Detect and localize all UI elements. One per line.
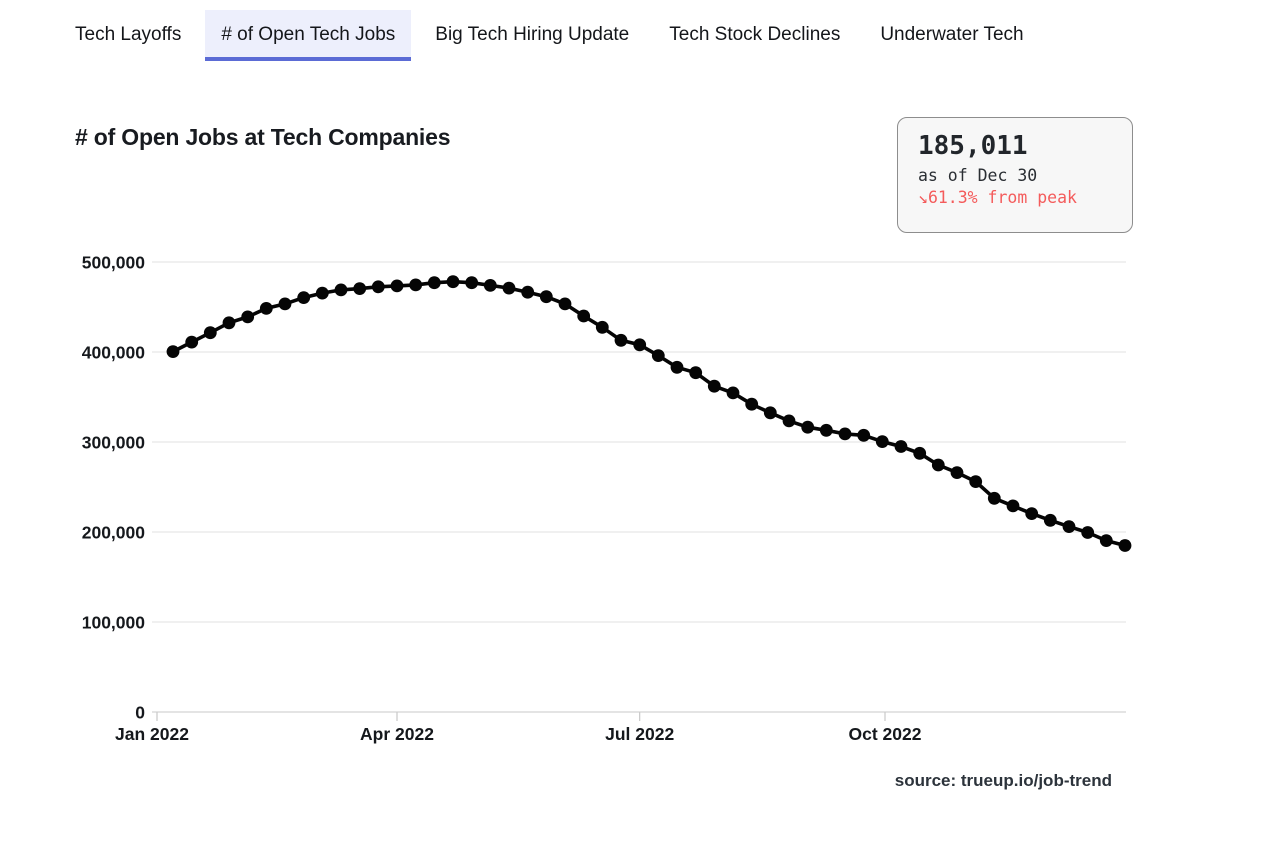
data-point[interactable]: [1081, 526, 1095, 539]
current-value-card: 185,011 as of Dec 30 ↘61.3% from peak: [897, 117, 1133, 233]
source-credit: source: trueup.io/job-trend: [894, 771, 1112, 790]
tab-tech-layoffs[interactable]: Tech Layoffs: [75, 24, 182, 45]
data-point[interactable]: [894, 440, 908, 453]
data-point[interactable]: [670, 360, 684, 374]
data-point[interactable]: [185, 335, 199, 349]
x-tick-label: Oct 2022: [849, 724, 922, 744]
tab-bar: Tech Layoffs # of Open Tech Jobs Big Tec…: [59, 10, 1048, 61]
data-point[interactable]: [558, 297, 572, 311]
data-point[interactable]: [502, 281, 516, 295]
data-point[interactable]: [1118, 539, 1132, 552]
data-point[interactable]: [371, 280, 385, 294]
data-point[interactable]: [278, 297, 292, 311]
x-tick-label: Jan 2022: [115, 724, 189, 744]
down-right-arrow-icon: ↘: [918, 187, 928, 207]
data-point[interactable]: [577, 309, 591, 323]
jobs-trend-chart[interactable]: 0 100,000 200,000 300,000 400,000 500,000 Jan …: [0, 240, 1280, 810]
data-point[interactable]: [931, 458, 945, 472]
data-point[interactable]: [483, 279, 497, 292]
data-point[interactable]: [857, 428, 871, 442]
data-point[interactable]: [595, 320, 609, 334]
data-point[interactable]: [521, 285, 535, 299]
x-tick-label: Apr 2022: [360, 724, 434, 744]
data-point[interactable]: [409, 278, 423, 292]
change-from-peak: ↘61.3% from peak: [918, 188, 1116, 207]
data-point[interactable]: [745, 397, 759, 411]
data-point[interactable]: [1043, 513, 1057, 527]
data-point[interactable]: [427, 276, 441, 290]
data-point[interactable]: [1025, 507, 1039, 520]
tab-underwater-tech[interactable]: Underwater Tech: [880, 24, 1024, 45]
current-value: 185,011: [918, 131, 1028, 161]
data-point[interactable]: [726, 386, 740, 400]
data-point[interactable]: [651, 349, 665, 362]
y-tick-label: 300,000: [82, 433, 146, 453]
y-tick-label: 500,000: [82, 253, 146, 273]
data-point[interactable]: [969, 475, 983, 488]
data-point[interactable]: [1062, 520, 1076, 533]
data-point[interactable]: [297, 291, 311, 304]
x-tick-label: Jul 2022: [605, 724, 674, 744]
tab-big-tech-hiring-update[interactable]: Big Tech Hiring Update: [435, 24, 630, 45]
data-point[interactable]: [987, 491, 1001, 505]
data-point[interactable]: [539, 290, 553, 304]
data-point[interactable]: [614, 333, 628, 347]
data-point[interactable]: [633, 338, 647, 352]
data-point[interactable]: [1099, 534, 1113, 547]
data-point[interactable]: [950, 466, 964, 479]
data-point[interactable]: [334, 283, 348, 297]
data-point[interactable]: [763, 406, 777, 420]
data-point[interactable]: [801, 420, 815, 434]
y-tick-label: 200,000: [82, 523, 146, 543]
data-point[interactable]: [838, 427, 852, 441]
data-point[interactable]: [1006, 499, 1020, 513]
y-tick-label: 0: [135, 703, 145, 723]
data-point[interactable]: [222, 316, 236, 330]
data-point[interactable]: [446, 275, 460, 289]
data-point[interactable]: [353, 282, 367, 295]
data-point[interactable]: [203, 326, 217, 340]
data-point[interactable]: [166, 345, 180, 358]
data-point[interactable]: [241, 310, 255, 324]
y-tick-label: 100,000: [82, 613, 146, 633]
data-point[interactable]: [390, 279, 404, 293]
data-point[interactable]: [782, 414, 796, 428]
data-point[interactable]: [689, 366, 703, 380]
data-point[interactable]: [875, 435, 889, 448]
data-point[interactable]: [707, 379, 721, 393]
data-point[interactable]: [819, 423, 833, 437]
change-from-peak-text: 61.3% from peak: [927, 187, 1077, 207]
trend-line: [171, 279, 1127, 548]
chart-title: # of Open Jobs at Tech Companies: [75, 124, 451, 150]
data-point[interactable]: [465, 276, 479, 290]
data-point[interactable]: [315, 286, 329, 300]
tab-tech-stock-declines[interactable]: Tech Stock Declines: [669, 24, 841, 45]
tab-open-tech-jobs[interactable]: # of Open Tech Jobs: [205, 10, 412, 61]
data-point[interactable]: [913, 446, 927, 460]
y-tick-label: 400,000: [82, 343, 146, 363]
as-of-date: as of Dec 30: [918, 165, 1038, 185]
data-point[interactable]: [259, 302, 273, 315]
